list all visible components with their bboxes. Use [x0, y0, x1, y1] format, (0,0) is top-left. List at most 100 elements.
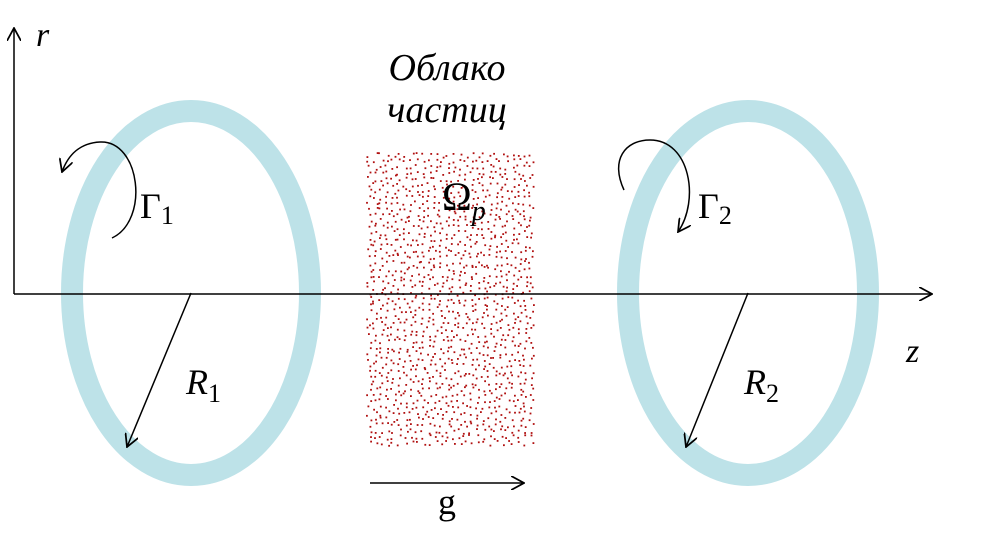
particle [417, 358, 420, 361]
particle [433, 297, 436, 300]
particle [481, 264, 483, 267]
particle [424, 443, 427, 446]
particle [475, 407, 477, 410]
particle [487, 346, 489, 349]
particle [403, 321, 406, 324]
particle [460, 443, 463, 445]
particle [530, 232, 533, 235]
particle [508, 270, 510, 273]
particle [469, 414, 472, 416]
particle [492, 177, 494, 179]
particle [486, 308, 488, 311]
particle [428, 159, 430, 162]
particle [463, 348, 465, 351]
particle [439, 262, 442, 265]
particle [472, 310, 475, 312]
particle [398, 351, 400, 354]
particle [495, 321, 498, 324]
particle [396, 196, 398, 199]
particle [423, 399, 426, 402]
particle [379, 248, 382, 250]
particle [504, 346, 507, 349]
particle [484, 195, 487, 198]
particle [524, 305, 527, 307]
particle [450, 180, 452, 183]
particle [423, 216, 425, 219]
particle [517, 399, 519, 401]
particle [376, 207, 379, 209]
particle [412, 225, 415, 227]
particle [508, 360, 511, 363]
particle [514, 256, 517, 259]
particle [442, 339, 445, 341]
particle [409, 360, 412, 362]
particle [526, 285, 528, 288]
particle [488, 363, 491, 365]
particle [512, 218, 515, 220]
particle [450, 345, 453, 348]
particle [370, 270, 373, 273]
particle [464, 272, 466, 274]
particle [481, 322, 483, 325]
particle [396, 183, 398, 185]
particle [396, 444, 399, 447]
particle [408, 215, 410, 218]
particle [379, 393, 382, 396]
particle [369, 213, 372, 216]
particle [448, 269, 451, 272]
particle [493, 224, 496, 227]
particle [395, 399, 397, 402]
particle [368, 333, 370, 335]
particle [481, 176, 483, 179]
particle [459, 286, 462, 289]
particle [478, 298, 480, 300]
particle [441, 227, 444, 230]
particle [490, 164, 493, 166]
particle [474, 242, 477, 245]
particle [498, 160, 500, 162]
particle [484, 428, 487, 431]
particle [501, 176, 504, 178]
particle [495, 275, 498, 278]
particle [459, 274, 461, 277]
particle [495, 388, 497, 391]
particle [520, 394, 523, 396]
particle [504, 417, 507, 419]
particle [447, 299, 450, 302]
particle [520, 251, 523, 254]
particle [391, 274, 394, 277]
particle [495, 410, 498, 413]
particle [471, 207, 473, 209]
particle [396, 336, 399, 339]
particle [483, 360, 486, 362]
particle [532, 372, 535, 375]
particle [408, 266, 410, 269]
particle [400, 279, 403, 282]
particle [490, 332, 493, 335]
particle [386, 243, 389, 245]
particle [448, 423, 451, 426]
particle [448, 209, 451, 212]
particle [370, 431, 373, 434]
particle [500, 236, 502, 239]
particle [406, 348, 409, 351]
particle [468, 252, 471, 255]
particle [379, 234, 382, 237]
particle [514, 405, 517, 407]
particle [484, 365, 487, 368]
particle [459, 195, 462, 198]
particle [529, 412, 532, 415]
particle [409, 256, 411, 259]
particle [448, 287, 451, 290]
particle [489, 245, 492, 247]
particle [373, 280, 375, 283]
particle [518, 411, 521, 414]
particle [372, 327, 375, 330]
particle [394, 155, 397, 158]
particle [428, 444, 431, 446]
particle [501, 196, 504, 198]
particle [399, 321, 402, 324]
particle [428, 249, 430, 252]
particle [386, 438, 389, 441]
